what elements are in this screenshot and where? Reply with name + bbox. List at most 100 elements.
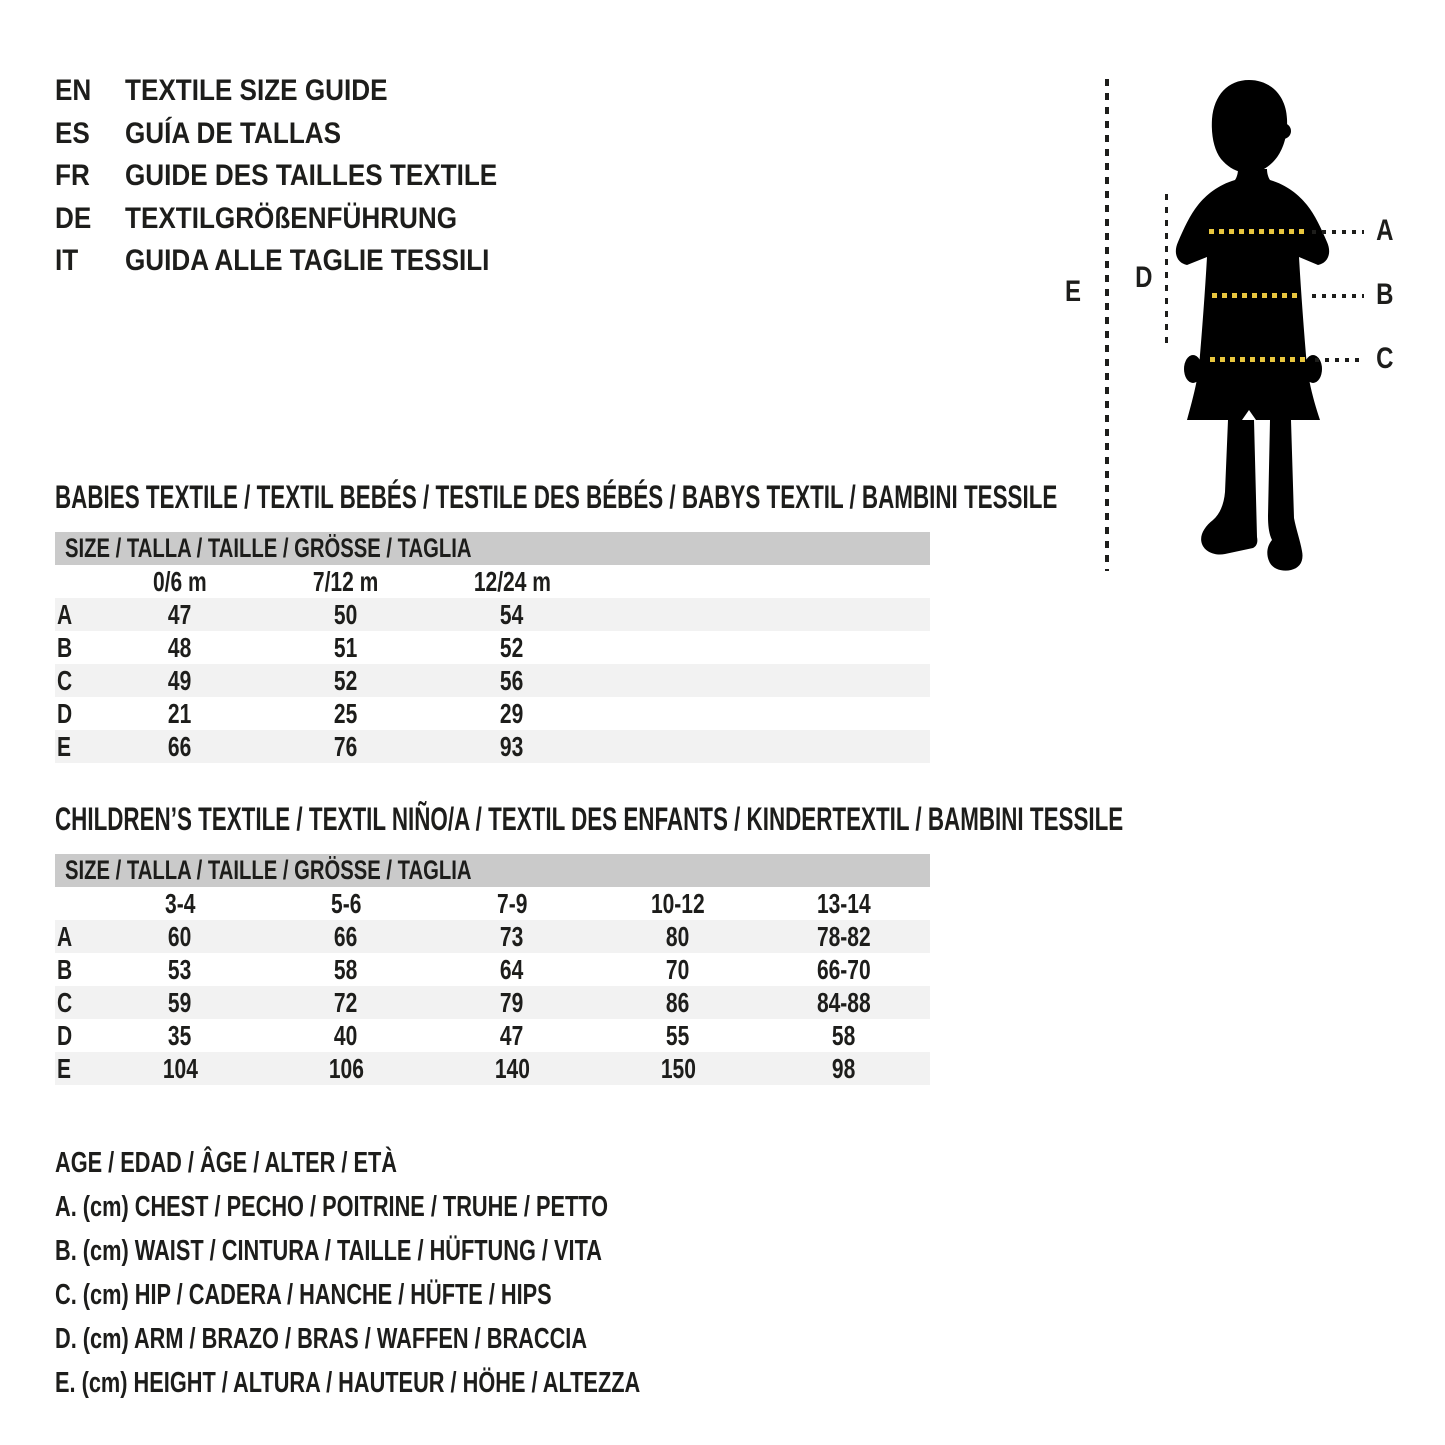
table-cell: 70 bbox=[666, 954, 690, 985]
empty-cell bbox=[927, 920, 930, 953]
table-cell: 93 bbox=[500, 731, 524, 762]
row-label: D bbox=[57, 698, 73, 729]
marker-label-b: B bbox=[1376, 278, 1394, 311]
lang-row-fr: FR GUIDE DES TAILLES TEXTILE bbox=[55, 155, 553, 198]
table-row-c: C 49 52 56 bbox=[55, 664, 930, 697]
column-header: 10-12 bbox=[651, 888, 705, 919]
empty-cell bbox=[927, 1019, 930, 1052]
table-row-a: A 60 66 73 80 78-82 bbox=[55, 920, 930, 953]
table-cell: 47 bbox=[500, 1020, 524, 1051]
legend-line-chest: A. (cm) CHEST / PECHO / POITRINE / TRUHE… bbox=[55, 1191, 609, 1223]
lang-title: TEXTILE SIZE GUIDE bbox=[125, 74, 388, 107]
lang-row-de: DE TEXTILGRÖßENFÜHRUNG bbox=[55, 198, 553, 241]
table-cell: 58 bbox=[832, 1020, 856, 1051]
table-cell: 86 bbox=[666, 987, 690, 1018]
legend-line-age: AGE / EDAD / ÂGE / ALTER / ETÀ bbox=[55, 1147, 397, 1179]
table-cell: 80 bbox=[666, 921, 690, 952]
lang-title: GUIDE DES TAILLES TEXTILE bbox=[125, 159, 498, 192]
table-cell: 21 bbox=[168, 698, 192, 729]
table-cell: 58 bbox=[334, 954, 358, 985]
table-cell: 56 bbox=[500, 665, 524, 696]
legend-line-arm: D. (cm) ARM / BRAZO / BRAS / WAFFEN / BR… bbox=[55, 1323, 588, 1355]
table-row-e: E 66 76 93 bbox=[55, 730, 930, 763]
table-cell: 60 bbox=[168, 921, 192, 952]
empty-cell bbox=[595, 565, 930, 598]
measurement-legend: AGE / EDAD / ÂGE / ALTER / ETÀ A. (cm) C… bbox=[55, 1141, 835, 1405]
lang-code: EN bbox=[55, 74, 92, 107]
table-cell: 40 bbox=[334, 1020, 358, 1051]
row-label: A bbox=[57, 599, 73, 630]
table-cell: 79 bbox=[500, 987, 524, 1018]
table-cell: 53 bbox=[168, 954, 192, 985]
chest-dash-line-a bbox=[1209, 229, 1305, 234]
column-header: 5-6 bbox=[330, 888, 362, 919]
hip-dot-leader-c bbox=[1315, 358, 1364, 362]
waist-dot-leader-b bbox=[1312, 294, 1364, 298]
empty-cell bbox=[595, 697, 930, 730]
table-row-b: B 48 51 52 bbox=[55, 631, 930, 664]
table-cell: 50 bbox=[334, 599, 358, 630]
table-cell: 66 bbox=[334, 921, 358, 952]
empty-cell bbox=[595, 664, 930, 697]
table-row-d: D 21 25 29 bbox=[55, 697, 930, 730]
arm-measure-line-d bbox=[1165, 194, 1168, 345]
row-label: C bbox=[57, 665, 73, 696]
column-header: 7-9 bbox=[496, 888, 528, 919]
children-section-title: CHILDREN’S TEXTILE / TEXTIL NIÑO/A / TEX… bbox=[55, 801, 1124, 837]
table-cell: 49 bbox=[168, 665, 192, 696]
children-column-header-row: 3-4 5-6 7-9 10-12 13-14 bbox=[55, 887, 930, 920]
table-cell: 73 bbox=[500, 921, 524, 952]
table-cell: 140 bbox=[494, 1053, 530, 1084]
column-header: 13-14 bbox=[817, 888, 871, 919]
table-cell: 76 bbox=[334, 731, 358, 762]
row-label: B bbox=[57, 954, 73, 985]
table-cell: 106 bbox=[328, 1053, 364, 1084]
column-header: 7/12 m bbox=[313, 566, 379, 597]
chest-dot-leader-a bbox=[1312, 230, 1364, 234]
empty-cell bbox=[595, 631, 930, 664]
table-cell: 64 bbox=[500, 954, 524, 985]
lang-row-es: ES GUÍA DE TALLAS bbox=[55, 113, 553, 156]
babies-size-header-bar: SIZE / TALLA / TAILLE / GRÖSSE / TAGLIA bbox=[55, 532, 930, 565]
lang-title: GUÍA DE TALLAS bbox=[125, 116, 342, 150]
hip-dash-line-c bbox=[1210, 357, 1307, 362]
row-label: B bbox=[57, 632, 73, 663]
column-header: 3-4 bbox=[164, 888, 196, 919]
table-cell: 47 bbox=[168, 599, 192, 630]
table-cell: 66-70 bbox=[817, 954, 871, 985]
table-cell: 66 bbox=[168, 731, 192, 762]
waist-dash-line-b bbox=[1212, 293, 1300, 298]
corner-cell bbox=[55, 887, 97, 920]
row-label: C bbox=[57, 987, 73, 1018]
table-cell: 52 bbox=[334, 665, 358, 696]
babies-section-title: BABIES TEXTILE / TEXTIL BEBÉS / TESTILE … bbox=[55, 479, 1058, 515]
marker-label-e: E bbox=[1065, 275, 1082, 308]
table-cell: 52 bbox=[500, 632, 524, 663]
empty-cell bbox=[595, 598, 930, 631]
empty-cell bbox=[927, 953, 930, 986]
empty-cell bbox=[927, 1052, 930, 1085]
table-cell: 25 bbox=[334, 698, 358, 729]
table-cell: 98 bbox=[832, 1053, 856, 1084]
height-measure-line-e bbox=[1105, 79, 1109, 571]
language-title-block: EN TEXTILE SIZE GUIDE ES GUÍA DE TALLAS … bbox=[55, 70, 553, 283]
babies-column-header-row: 0/6 m 7/12 m 12/24 m bbox=[55, 565, 930, 598]
table-cell: 55 bbox=[666, 1020, 690, 1051]
table-cell: 72 bbox=[334, 987, 358, 1018]
corner-cell bbox=[55, 565, 97, 598]
table-cell: 54 bbox=[500, 599, 524, 630]
row-label: D bbox=[57, 1020, 73, 1051]
table-cell: 150 bbox=[660, 1053, 696, 1084]
lang-title: GUIDA ALLE TAGLIE TESSILI bbox=[125, 244, 490, 277]
table-cell: 29 bbox=[500, 698, 524, 729]
lang-title: TEXTILGRÖßENFÜHRUNG bbox=[125, 201, 458, 235]
table-row-e: E 104 106 140 150 98 bbox=[55, 1052, 930, 1085]
row-label: E bbox=[57, 1053, 72, 1084]
lang-code: DE bbox=[55, 201, 92, 235]
babies-size-table: SIZE / TALLA / TAILLE / GRÖSSE / TAGLIA … bbox=[55, 532, 930, 763]
marker-label-a: A bbox=[1376, 214, 1394, 247]
table-row-a: A 47 50 54 bbox=[55, 598, 930, 631]
legend-line-waist: B. (cm) WAIST / CINTURA / TAILLE / HÜFTU… bbox=[55, 1235, 602, 1267]
row-label: A bbox=[57, 921, 73, 952]
empty-cell bbox=[595, 730, 930, 763]
